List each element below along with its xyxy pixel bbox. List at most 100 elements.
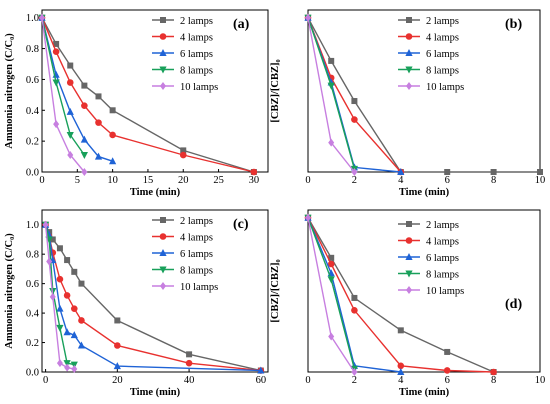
data-point [351,294,358,301]
series-8-lamps [38,14,88,160]
x-tick-label: 10 [535,175,546,186]
legend-marker [405,49,413,56]
plot-frame [307,209,541,373]
data-point [66,79,74,86]
legend-label: 6 lamps [180,249,213,260]
legend-label: 8 lamps [426,269,459,280]
data-point [56,245,63,252]
series-line-8-lamps [41,17,85,156]
x-tick-label: 0 [305,175,310,186]
series-line-4-lamps [44,224,261,372]
legend-marker [160,82,166,90]
x-tick-label: 8 [491,175,496,186]
data-point [186,351,193,358]
data-point [180,147,187,154]
legend-label: 8 lamps [180,265,213,276]
series-line-4-lamps [307,217,494,373]
legend-marker [159,266,167,274]
data-point [63,292,71,299]
legend-marker [406,221,412,227]
series-line-2-lamps [41,17,255,173]
data-point [39,13,45,22]
data-point [397,168,405,175]
plot-frame [41,209,269,373]
series-line-6-lamps [41,17,113,162]
series-6-lamps [38,13,117,165]
legend-marker [159,66,167,74]
legend-label: 8 lamps [426,65,459,76]
legend-label: 10 lamps [180,282,218,293]
data-point [56,275,64,283]
data-point [114,317,121,324]
legend-marker [160,17,166,23]
data-point [305,13,311,22]
series-line-2-lamps [44,224,261,372]
series-2-lamps [39,14,257,175]
x-tick-label: 10 [107,175,118,186]
legend-marker [159,233,167,240]
data-point [80,152,88,160]
data-point [78,280,85,287]
x-tick-label: 4 [398,175,404,186]
data-point [56,359,63,368]
data-point [81,82,88,89]
data-point [328,254,335,261]
legend-marker [159,33,167,40]
data-point [328,332,335,341]
x-tick-label: 25 [213,175,224,186]
data-point [179,151,187,159]
legend: 2 lamps 4 lamps 6 lamps 8 lamps 10 lamps [152,216,218,293]
legend-marker [406,82,412,90]
legend-label: 2 lamps [180,16,213,27]
y-tick-label: 0.2 [26,137,39,148]
series-4-lamps [304,214,497,376]
data-point [95,93,102,100]
chart-panel-4: 0 2 4 6 8 10 Time (min) [CBZ]/[CBZ]₀ 2 lamps 4 la… [270,209,545,398]
data-point [328,57,335,64]
legend-label: 8 lamps [180,65,213,76]
series-6-lamps [41,220,265,374]
series-10-lamps [305,213,358,376]
data-point [397,368,405,375]
data-point [63,328,71,336]
legend-marker [405,66,413,74]
data-point [444,169,451,175]
x-tick-label: 0 [305,375,310,386]
data-point [397,362,405,370]
series-line-2-lamps [307,17,540,173]
legend-label: 6 lamps [180,49,213,60]
data-point [327,276,335,284]
series-line-4-lamps [307,17,402,173]
x-tick-label: 5 [75,175,80,186]
chart-panel-1: 0 5 10 15 20 25 30 0.0 0.2 0.4 0.6 0.8 1.0 Time (min)… [4,9,269,198]
legend: 2 lamps 4 lamps 6 lamps 8 lamps 10 lamps [152,16,218,93]
data-point [328,138,335,147]
data-point [351,116,358,123]
x-axis-label: Time (min) [130,387,181,398]
y-tick-label: 0.0 [26,168,39,179]
y-tick-label: 0.8 [26,44,39,55]
data-point [537,169,543,175]
x-tick-label: 0 [39,175,44,186]
data-point [53,120,60,129]
data-point [42,220,49,229]
y-tick-label: 0.4 [26,106,40,117]
data-point [78,317,85,324]
data-point [351,168,358,176]
data-point [490,368,497,376]
data-point [67,151,74,160]
legend-marker [406,286,412,294]
data-point [49,292,56,301]
data-point [66,107,74,115]
data-point [81,102,88,109]
data-point [94,152,103,160]
panel-label: (a) [233,17,250,32]
legend-label: 4 lamps [180,232,213,243]
series-10-lamps [305,13,358,176]
chart-panel-2: 0 2 4 6 8 10 Time (min) [CBZ]/[CBZ]₀ 2 lamps 4 la… [270,9,546,198]
x-tick-label: 2 [352,375,357,386]
series-line-8-lamps [307,217,356,370]
legend: 2 lamps 4 lamps 6 lamps 8 lamps 10 lamps [398,220,464,297]
data-point [53,40,60,47]
y-tick-label: 0.2 [26,338,39,349]
